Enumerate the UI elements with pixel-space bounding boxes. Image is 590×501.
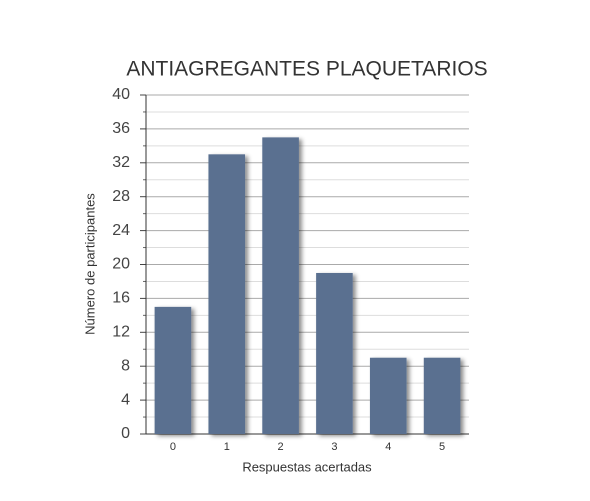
- y-tick-label: 16: [112, 290, 130, 307]
- y-tick-label: 32: [112, 154, 130, 171]
- y-tick-label: 36: [112, 120, 130, 137]
- y-tick-label: 4: [121, 391, 130, 408]
- x-tick-label: 0: [170, 441, 176, 453]
- y-tick-label: 24: [112, 222, 130, 239]
- bar: [423, 357, 461, 434]
- y-axis-label: Número de participantes: [82, 193, 97, 335]
- y-tick-label: 0: [121, 425, 130, 442]
- x-tick-label: 3: [331, 441, 337, 453]
- y-tick-label: 8: [121, 357, 130, 374]
- x-tick-label: 1: [224, 441, 230, 453]
- bar: [316, 272, 353, 434]
- x-tick-label: 4: [385, 441, 391, 453]
- x-tick-label: 2: [278, 441, 284, 453]
- y-tick-label: 40: [112, 86, 130, 103]
- x-axis-label: Respuestas acertadas: [242, 459, 372, 474]
- y-tick-label: 20: [112, 256, 130, 273]
- bar: [154, 306, 192, 434]
- bar: [369, 357, 407, 434]
- bar: [208, 154, 246, 434]
- bar: [262, 137, 299, 434]
- y-tick-label: 28: [112, 188, 130, 205]
- y-tick-label: 12: [112, 324, 130, 341]
- chart-title: ANTIAGREGANTES PLAQUETARIOS: [126, 58, 487, 81]
- x-tick-label: 5: [439, 441, 445, 453]
